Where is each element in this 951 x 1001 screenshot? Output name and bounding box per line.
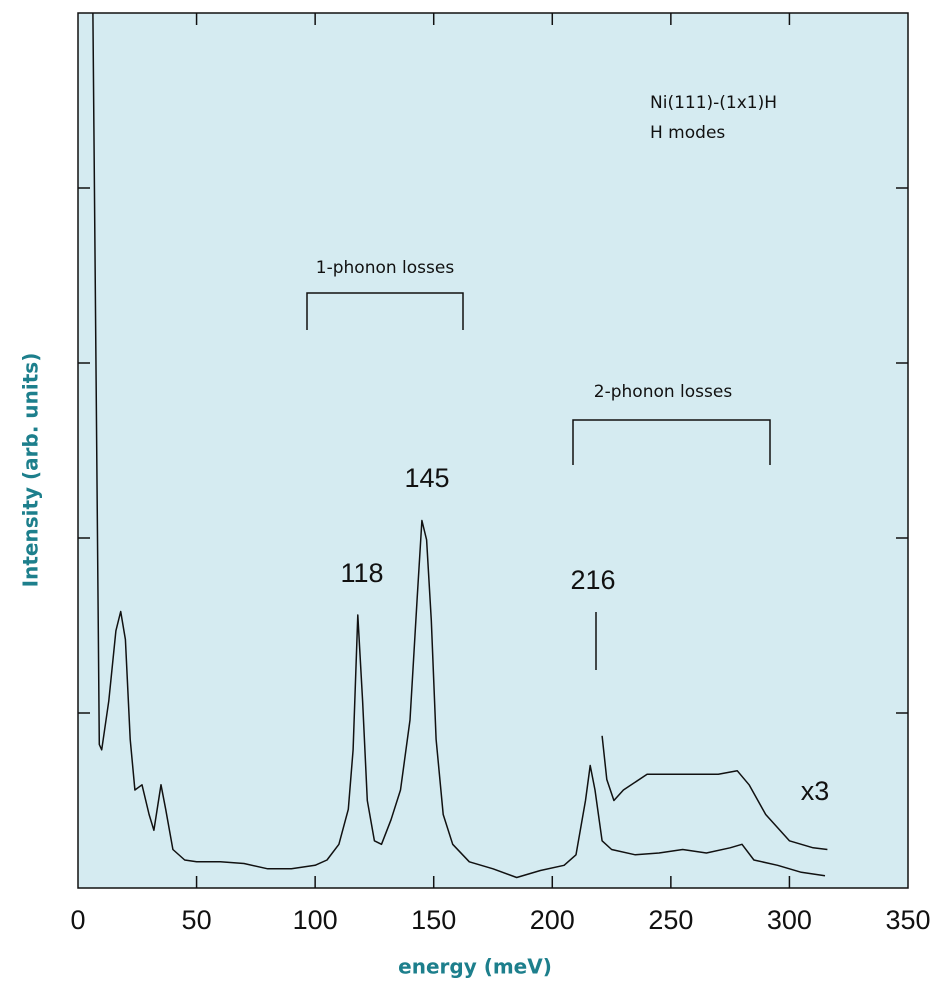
y-axis-label: Intensity (arb. units)	[19, 353, 43, 588]
bracket	[572, 419, 771, 465]
x-tick-label: 350	[885, 905, 930, 935]
scale-label: x3	[801, 776, 830, 806]
bracket	[306, 292, 464, 330]
x-tick-label: 50	[182, 905, 212, 935]
x-tick-label: 250	[648, 905, 693, 935]
spectrum-line	[92, 13, 826, 879]
plot-area	[77, 12, 909, 889]
x-tick-label: 100	[293, 905, 338, 935]
peak-label: 145	[404, 463, 449, 493]
annotation: H modes	[650, 123, 725, 143]
x-tick-label: 0	[70, 905, 85, 935]
x-tick-label: 200	[530, 905, 575, 935]
x-axis-label: energy (meV)	[398, 955, 552, 979]
annotation: Ni(111)-(1x1)H	[650, 93, 777, 113]
spectrum-line	[601, 735, 828, 851]
x-tick-label: 300	[767, 905, 812, 935]
x-tick-label: 150	[411, 905, 456, 935]
annotation: 1-phonon losses	[316, 258, 455, 278]
peak-label: 216	[570, 565, 615, 595]
annotation: 2-phonon losses	[594, 382, 733, 402]
peak-label: 118	[340, 558, 383, 588]
